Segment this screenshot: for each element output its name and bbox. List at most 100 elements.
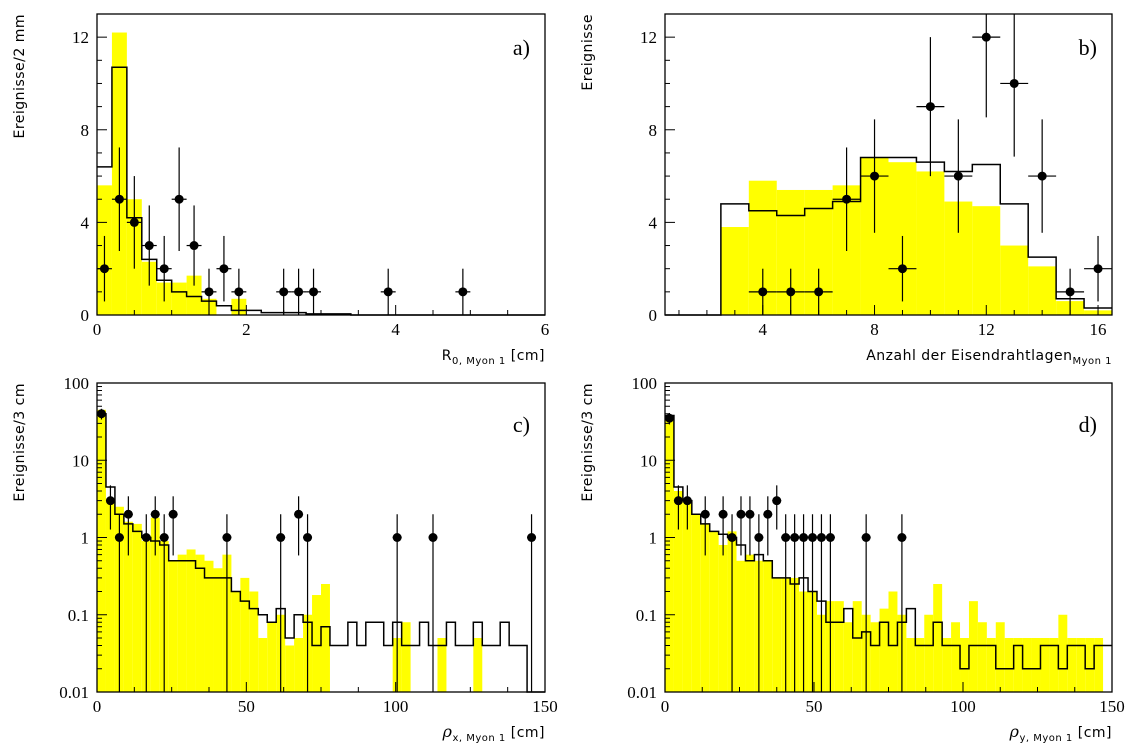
data-point	[790, 533, 800, 542]
filled-bar	[473, 638, 483, 692]
data-point	[105, 496, 115, 506]
y-tick-label: 0.01	[627, 683, 657, 702]
plot-frame	[664, 13, 1113, 316]
data-point	[279, 287, 289, 297]
filled-bar	[682, 500, 692, 692]
filled-bar	[1013, 638, 1023, 692]
data-point	[294, 509, 304, 519]
filled-bar	[924, 614, 934, 692]
data-point	[219, 264, 229, 274]
data-point	[953, 171, 963, 181]
filled-bar	[97, 409, 106, 692]
data-point	[204, 287, 214, 297]
x-tick-label: 16	[1090, 320, 1107, 339]
filled-bar	[204, 560, 214, 692]
data-point	[392, 533, 402, 542]
filled-bar	[150, 517, 160, 692]
filled-bar	[123, 521, 133, 692]
filled-bar	[718, 544, 728, 692]
y-tick-label: 100	[64, 374, 90, 393]
filled-bar	[240, 577, 250, 692]
data-point	[718, 509, 728, 519]
data-point	[808, 533, 818, 542]
x-tick-label: 0	[661, 697, 670, 716]
filled-bar	[186, 549, 196, 692]
filled-bar	[1058, 614, 1068, 692]
filled-bar	[700, 523, 710, 692]
filled-bar	[906, 638, 916, 692]
data-point	[781, 533, 791, 542]
x-tick-label: 12	[978, 320, 995, 339]
x-tick-label: 4	[391, 320, 400, 339]
x-axis-title: ρy, Myon 1 [cm]	[1009, 722, 1112, 744]
filled-bar	[141, 261, 157, 315]
y-tick-label: 8	[81, 121, 90, 140]
x-tick-label: 8	[870, 320, 879, 339]
filled-bar	[834, 601, 844, 692]
data-point	[159, 533, 169, 542]
panel-d: 0 50 100 150 0.01 0.1 1 10 100 d) ρy, Myon 1 [cm] E…	[580, 374, 1125, 744]
filled-bar	[745, 554, 755, 692]
filled-bar	[1094, 638, 1104, 692]
data-point	[1065, 287, 1075, 297]
y-tick-label: 1	[649, 529, 658, 548]
data-point	[222, 533, 232, 542]
filled-bar	[1028, 266, 1057, 315]
data-point	[144, 241, 154, 251]
y-tick-label: 0	[649, 306, 658, 325]
filled-bar	[673, 490, 683, 692]
x-tick-label: 2	[242, 320, 251, 339]
data-point	[763, 509, 773, 519]
filled-bar	[195, 554, 205, 692]
data-point	[383, 287, 393, 297]
data-point	[1009, 78, 1019, 88]
filled-bar	[168, 560, 178, 692]
filled-bar	[294, 638, 304, 692]
filled-bar	[285, 645, 295, 692]
data-point	[303, 533, 313, 542]
filled-bar	[186, 275, 202, 315]
data-point	[294, 287, 304, 297]
filled-bar	[977, 622, 987, 692]
x-tick-label: 100	[950, 697, 976, 716]
data-point	[234, 287, 244, 297]
filled-bar	[401, 622, 411, 692]
data-point	[99, 264, 109, 274]
data-point	[786, 287, 796, 297]
data-point	[745, 509, 755, 519]
filled-bar	[312, 595, 321, 692]
data-point	[114, 533, 124, 542]
data-point	[825, 533, 835, 542]
filled-bar	[231, 591, 241, 692]
filled-bar	[720, 227, 749, 315]
data-point	[1093, 264, 1103, 274]
y-tick-label: 0.1	[636, 606, 657, 625]
y-axis-title: Ereignisse/2 mm	[12, 14, 28, 139]
filled-bar	[1040, 638, 1050, 692]
filled-bar	[1022, 638, 1032, 692]
filled-bar	[1004, 638, 1014, 692]
data-point	[664, 413, 674, 423]
filled-bar	[986, 638, 996, 692]
filled-bar	[1085, 638, 1095, 692]
y-axis-title: Ereignisse/3 cm	[12, 383, 28, 502]
filled-bar	[972, 206, 1001, 315]
data-point	[168, 509, 178, 519]
filled-bar	[267, 622, 277, 692]
y-tick-label: 0.1	[68, 606, 89, 625]
data-point	[527, 533, 537, 542]
filled-bar	[132, 523, 142, 692]
data-point	[870, 171, 880, 181]
x-tick-label: 0	[93, 320, 102, 339]
data-point	[925, 102, 935, 112]
y-tick-label: 4	[81, 213, 90, 232]
filled-bar	[213, 568, 223, 692]
panel-label: b)	[1079, 35, 1097, 60]
data-point	[758, 287, 768, 297]
panel-label: d)	[1079, 412, 1097, 437]
data-point	[814, 287, 824, 297]
filled-bar	[772, 577, 782, 692]
data-point	[174, 194, 184, 204]
y-tick-label: 0	[81, 306, 90, 325]
data-point	[114, 194, 124, 204]
